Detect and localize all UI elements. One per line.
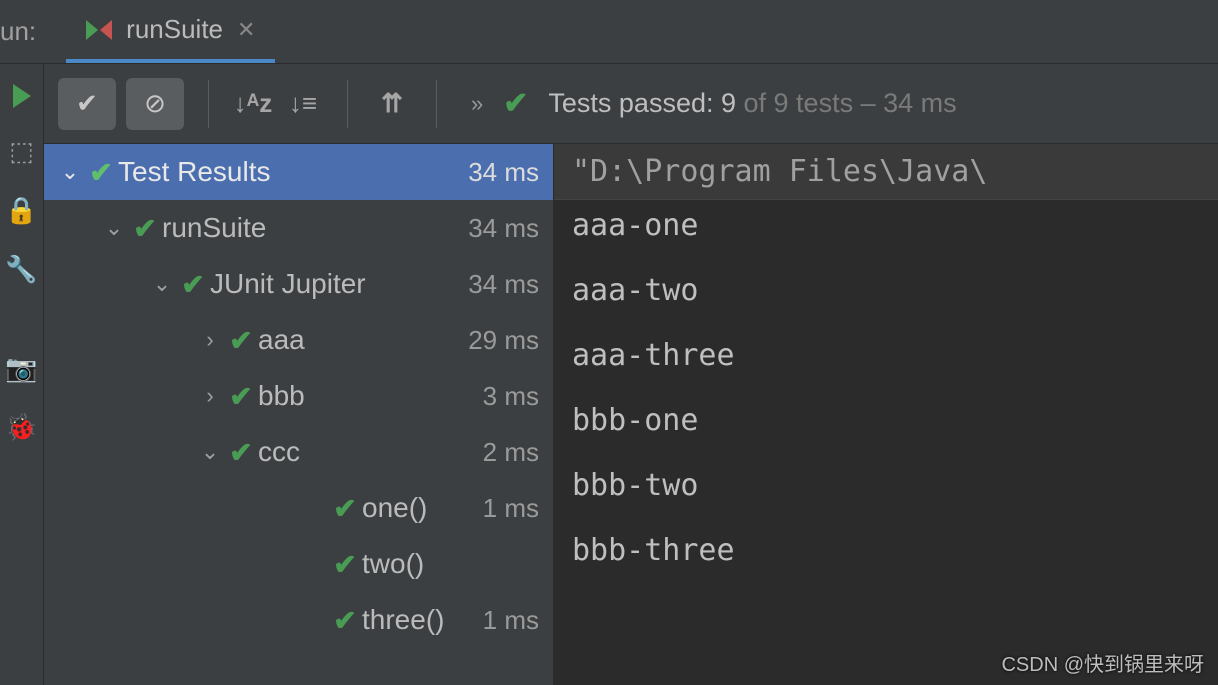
left-gutter: ⬚ 🔒 🔧 📷 🐞: [0, 64, 44, 685]
status-check-icon: ✔: [503, 86, 528, 121]
tree-label: ccc: [258, 436, 483, 468]
show-passed-button[interactable]: ✔: [58, 78, 116, 130]
wrench-icon[interactable]: 🔧: [5, 254, 37, 285]
tree-label: Test Results: [118, 156, 468, 188]
lock-icon[interactable]: 🔒: [5, 195, 37, 226]
test-tree[interactable]: ⌄✔Test Results34 ms⌄✔runSuite34 ms⌄✔JUni…: [44, 144, 554, 685]
pass-check-icon: ✔: [224, 436, 258, 469]
console-line: bbb-three: [554, 525, 1218, 590]
tree-row[interactable]: ⌄✔JUnit Jupiter34 ms: [44, 256, 553, 312]
tree-label: two(): [362, 548, 539, 580]
tree-row[interactable]: ⌄✔ccc2 ms: [44, 424, 553, 480]
console-header: "D:\Program Files\Java\: [554, 144, 1218, 200]
tree-row[interactable]: ✔one()1 ms: [44, 480, 553, 536]
tree-time: 34 ms: [468, 157, 539, 188]
sort-alpha-icon[interactable]: ↓ᴬᴢ: [233, 88, 273, 119]
pass-check-icon: ✔: [224, 324, 258, 357]
pass-check-icon: ✔: [84, 156, 118, 189]
more-icon[interactable]: »: [461, 91, 493, 117]
chevron-icon[interactable]: ⌄: [148, 271, 176, 297]
tree-time: 3 ms: [483, 381, 539, 412]
status-suffix: of 9 tests – 34 ms: [736, 88, 957, 118]
run-label: un:: [0, 16, 66, 47]
pass-check-icon: ✔: [128, 212, 162, 245]
chevron-icon[interactable]: ⌄: [196, 439, 224, 465]
tree-label: three(): [362, 604, 483, 636]
tree-row[interactable]: ⌄✔Test Results34 ms: [44, 144, 553, 200]
tree-row[interactable]: ✔two(): [44, 536, 553, 592]
close-icon[interactable]: ✕: [237, 17, 255, 43]
run-tab-bar: un: runSuite ✕: [0, 0, 1218, 64]
console-line: aaa-one: [554, 200, 1218, 265]
tree-label: bbb: [258, 380, 483, 412]
tree-row[interactable]: ›✔bbb3 ms: [44, 368, 553, 424]
tree-row[interactable]: ›✔aaa29 ms: [44, 312, 553, 368]
tree-row[interactable]: ⌄✔runSuite34 ms: [44, 200, 553, 256]
run-config-icon: [86, 20, 112, 40]
pass-check-icon: ✔: [328, 492, 362, 525]
tree-time: 2 ms: [483, 437, 539, 468]
bug-icon[interactable]: 🐞: [5, 412, 37, 443]
tree-row[interactable]: ✔three()1 ms: [44, 592, 553, 648]
separator: [208, 80, 209, 128]
console-line: bbb-one: [554, 395, 1218, 460]
pass-check-icon: ✔: [176, 268, 210, 301]
sort-duration-icon[interactable]: ↓≡: [283, 88, 323, 119]
pass-check-icon: ✔: [328, 548, 362, 581]
console-line: bbb-two: [554, 460, 1218, 525]
console-output[interactable]: "D:\Program Files\Java\ aaa-oneaaa-twoaa…: [554, 144, 1218, 685]
tree-label: JUnit Jupiter: [210, 268, 468, 300]
run-icon[interactable]: [13, 84, 31, 108]
chevron-icon[interactable]: ⌄: [56, 159, 84, 185]
chevron-icon[interactable]: ›: [196, 383, 224, 409]
tree-time: 34 ms: [468, 269, 539, 300]
test-toolbar: ✔ ⊘ ↓ᴬᴢ ↓≡ ⇈ » ✔ Tests passed: 9 of 9 te…: [44, 64, 1218, 144]
tree-time: 1 ms: [483, 605, 539, 636]
watermark: CSDN @快到锅里来呀: [1001, 648, 1204, 677]
pass-check-icon: ✔: [328, 604, 362, 637]
status-prefix: Tests passed:: [548, 88, 721, 118]
tab-label: runSuite: [126, 14, 223, 45]
show-ignored-button[interactable]: ⊘: [126, 78, 184, 130]
tree-time: 29 ms: [468, 325, 539, 356]
console-line: aaa-three: [554, 330, 1218, 395]
chevron-icon[interactable]: ›: [196, 327, 224, 353]
separator: [347, 80, 348, 128]
tree-label: one(): [362, 492, 483, 524]
pass-check-icon: ✔: [224, 380, 258, 413]
separator: [436, 80, 437, 128]
test-status: Tests passed: 9 of 9 tests – 34 ms: [548, 88, 956, 119]
collapse-all-icon[interactable]: ⇈: [372, 88, 412, 119]
camera-icon[interactable]: 📷: [5, 353, 37, 384]
tree-time: 34 ms: [468, 213, 539, 244]
tree-time: 1 ms: [483, 493, 539, 524]
passed-count: 9: [721, 88, 736, 118]
coverage-icon[interactable]: ⬚: [9, 136, 34, 167]
chevron-icon[interactable]: ⌄: [100, 215, 128, 241]
tree-label: runSuite: [162, 212, 468, 244]
tree-label: aaa: [258, 324, 468, 356]
console-line: aaa-two: [554, 265, 1218, 330]
tab-runsuite[interactable]: runSuite ✕: [66, 0, 275, 63]
